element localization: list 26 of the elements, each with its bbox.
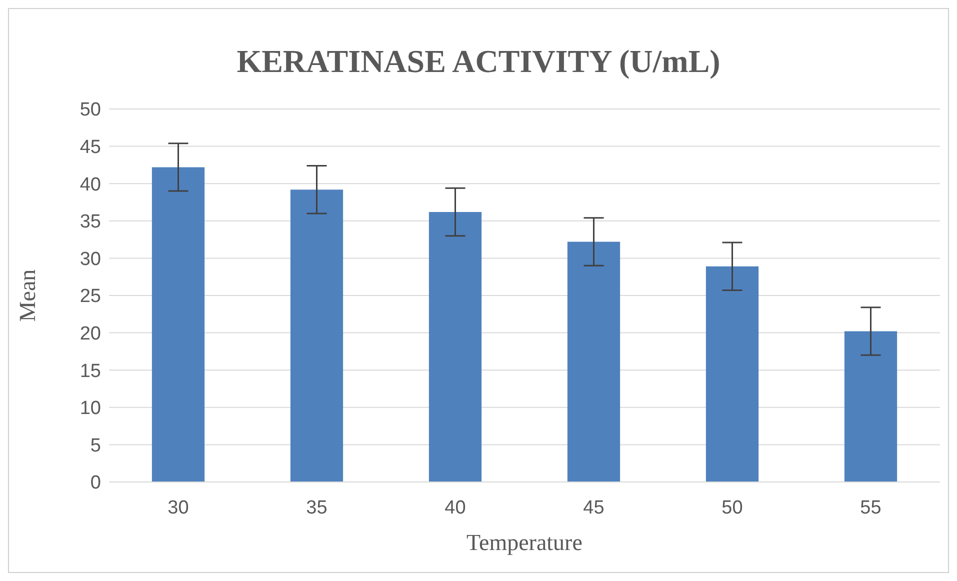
bar <box>844 331 898 482</box>
y-tick-label: 25 <box>80 286 101 308</box>
x-tick-label: 40 <box>444 497 466 518</box>
y-axis-title: Mean <box>15 268 40 322</box>
y-tick-label: 30 <box>80 248 101 270</box>
y-tick-label: 20 <box>80 324 101 345</box>
x-tick-label: 35 <box>306 497 328 518</box>
y-tick-label: 0 <box>90 472 101 494</box>
y-tick-label: 15 <box>80 360 101 382</box>
y-tick-label: 35 <box>80 212 101 233</box>
x-tick-label: 55 <box>860 497 882 518</box>
x-axis-title: Temperature <box>466 530 582 555</box>
y-tick-label: 5 <box>90 435 101 456</box>
bar <box>152 167 205 482</box>
x-tick-label: 30 <box>168 497 189 518</box>
y-tick-label: 45 <box>80 137 101 158</box>
y-tick-label: 10 <box>80 398 101 420</box>
bar <box>290 190 344 482</box>
chart-title: KERATINASE ACTIVITY (U/mL) <box>236 43 722 80</box>
bar <box>428 212 482 482</box>
bar <box>567 242 620 482</box>
bar <box>706 266 759 482</box>
x-tick-label: 45 <box>583 497 604 518</box>
x-tick-label: 50 <box>722 497 743 518</box>
y-tick-label: 50 <box>80 100 101 121</box>
y-tick-label: 40 <box>80 174 101 196</box>
